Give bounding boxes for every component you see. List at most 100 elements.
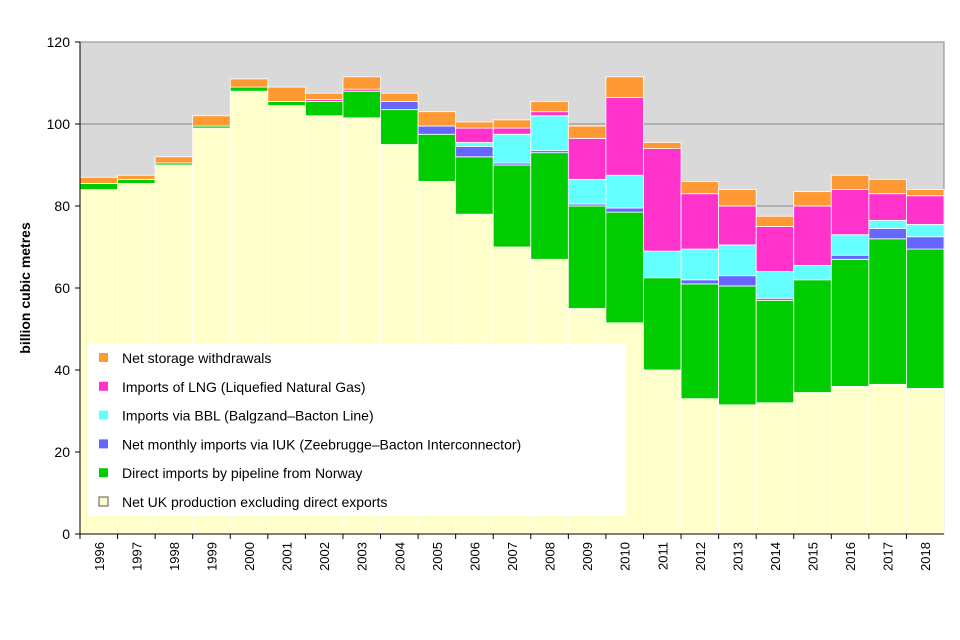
bar-segment <box>154 156 194 164</box>
x-tick-label: 1999 <box>204 542 219 571</box>
bar-segment <box>718 285 757 406</box>
y-axis-label: billion cubic metres <box>17 222 33 354</box>
bar-segment <box>567 205 607 309</box>
bar-segment <box>605 96 644 176</box>
bar-segment <box>906 236 945 250</box>
y-tick-label: 0 <box>62 526 70 542</box>
bar-segment <box>492 119 532 129</box>
bar-segment <box>906 388 945 535</box>
bar-segment <box>229 78 269 88</box>
bar-segment <box>267 86 306 102</box>
bar-segment <box>79 176 118 184</box>
bar-segment <box>718 404 757 535</box>
y-ticks: 0 20 40 60 80 100 120 <box>47 34 80 542</box>
bar-segment <box>718 189 757 207</box>
bar-segment <box>567 125 607 139</box>
x-tick-label: 2007 <box>505 542 520 571</box>
bar-segment <box>868 238 907 385</box>
legend-label: Net monthly imports via IUK (Zeebrugge–B… <box>122 436 521 452</box>
bar-segment <box>643 277 682 371</box>
bar-segment <box>830 258 870 387</box>
bar-segment <box>530 152 569 260</box>
bar-segment <box>755 226 795 272</box>
bar-segment <box>455 121 494 129</box>
bar-segment <box>868 219 907 229</box>
legend-swatch <box>99 468 108 478</box>
bar-segment <box>793 279 832 393</box>
legend-label: Direct imports by pipeline from Norway <box>122 465 362 481</box>
bar-segment <box>605 207 644 213</box>
bar-segment <box>643 142 682 149</box>
legend-label: Imports via BBL (Balgzand–Bacton Line) <box>122 408 374 424</box>
legend-swatch <box>99 381 108 391</box>
legend-label: Net UK production excluding direct expor… <box>122 494 387 510</box>
bar-segment <box>680 248 720 281</box>
bar-segment <box>342 76 381 90</box>
x-tick-label: 2010 <box>618 542 633 571</box>
bar-segment <box>830 234 870 256</box>
bar-segment <box>906 248 945 389</box>
bar-segment <box>380 109 419 145</box>
x-tick-label: 2012 <box>693 542 708 571</box>
y-tick-label: 60 <box>54 280 70 296</box>
bar-segment <box>229 86 269 92</box>
bar-segment <box>605 76 644 98</box>
bar-segment <box>793 265 832 281</box>
bar-segment <box>455 146 494 158</box>
bar-segment <box>830 254 870 260</box>
bar-segment <box>567 178 607 205</box>
bar-segment <box>643 148 682 252</box>
x-ticks: 1996 1997 1998 1999 2000 2001 2002 2003 2004 2005… <box>79 534 933 571</box>
x-tick-label: 2006 <box>467 542 482 571</box>
bar-segment <box>455 127 494 143</box>
bar-segment <box>605 174 644 209</box>
bar-segment <box>417 133 457 182</box>
x-tick-label: 1997 <box>129 542 144 571</box>
bar-segment <box>380 101 419 111</box>
x-tick-label: 2001 <box>280 542 295 571</box>
bar-segment <box>117 178 156 184</box>
bar-segment <box>680 283 720 400</box>
bar-segment <box>605 211 644 324</box>
x-tick-label: 2005 <box>430 542 445 571</box>
bar-segment <box>793 392 832 535</box>
bar-segment <box>755 299 795 404</box>
y-tick-label: 120 <box>47 34 71 50</box>
x-tick-label: 2004 <box>392 542 407 571</box>
bar-segment <box>680 180 720 195</box>
bar-segment <box>718 244 757 277</box>
bar-segment <box>192 115 231 127</box>
bar-segment <box>79 183 118 190</box>
y-tick-label: 40 <box>54 362 70 378</box>
x-tick-label: 1996 <box>92 542 107 571</box>
legend: Net storage withdrawals Imports of LNG (L… <box>88 344 626 516</box>
x-tick-label: 2013 <box>730 542 745 571</box>
legend-swatch <box>99 353 108 362</box>
y-tick-label: 100 <box>47 116 71 132</box>
bar-segment <box>492 133 532 164</box>
y-tick-label: 20 <box>54 444 70 460</box>
legend-box <box>88 344 626 516</box>
bar-segment <box>417 111 457 127</box>
legend-label: Net storage withdrawals <box>122 350 271 366</box>
bar-segment <box>868 228 907 240</box>
bar-segment <box>342 90 381 119</box>
bar-segment <box>830 174 870 191</box>
legend-swatch <box>99 439 108 449</box>
x-tick-label: 2000 <box>242 542 257 571</box>
bar-segment <box>755 215 795 227</box>
bar-segment <box>267 101 306 106</box>
bar-segment <box>680 193 720 250</box>
bar-segment <box>793 205 832 266</box>
bar-segment <box>530 115 569 152</box>
bar-segment <box>643 369 682 535</box>
bar-segment <box>492 127 532 135</box>
bar-segment <box>906 224 945 238</box>
x-tick-label: 1998 <box>167 542 182 571</box>
bar-segment <box>906 195 945 225</box>
bar-segment <box>868 193 907 221</box>
x-tick-label: 2009 <box>580 542 595 571</box>
legend-swatch <box>99 410 108 420</box>
x-tick-label: 2003 <box>355 542 370 571</box>
